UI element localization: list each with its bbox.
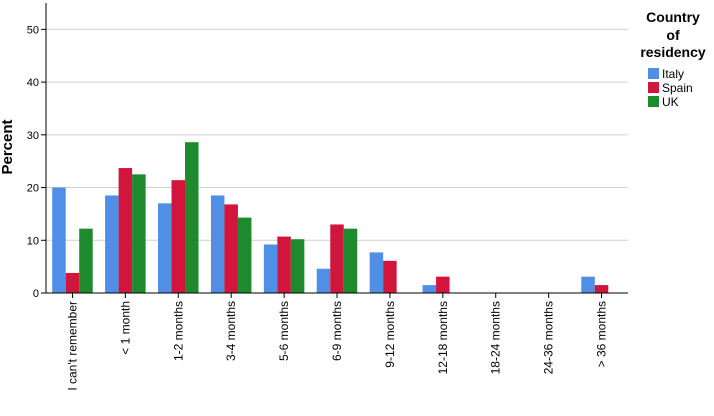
x-tick-label: > 36 months	[595, 301, 609, 367]
y-tick-label: 30	[27, 130, 39, 142]
bar-uk	[343, 228, 358, 293]
x-tick-label: 12-18 months	[436, 301, 450, 374]
bar-spain	[436, 276, 450, 293]
bar-spain	[224, 204, 238, 293]
bar-italy	[369, 252, 384, 293]
legend-title: Country	[646, 9, 700, 25]
x-axis-ticks: I can't remember < 1 month 1-2 months 3-4 m…	[65, 293, 609, 391]
y-tick-label: 10	[27, 235, 39, 247]
y-axis-ticks: 0 10 20 30 40 50	[27, 24, 46, 300]
y-tick-label: 0	[33, 288, 39, 300]
y-tick-label: 40	[27, 77, 39, 89]
bar-uk	[79, 228, 93, 293]
bar-italy	[210, 195, 225, 293]
bar-uk	[290, 239, 305, 293]
legend-label-uk: UK	[662, 95, 679, 109]
legend-label-italy: Italy	[662, 67, 684, 81]
y-tick-label: 50	[27, 24, 39, 36]
bar-spain	[118, 168, 133, 293]
bar-italy	[422, 285, 437, 293]
x-tick-label: 5-6 months	[277, 301, 291, 361]
legend-swatch-spain	[648, 82, 659, 93]
x-tick-label: 18-24 months	[489, 301, 503, 374]
legend-title: of	[666, 27, 680, 43]
bar-uk	[237, 217, 252, 293]
bar-spain	[594, 285, 609, 293]
bar-spain	[65, 272, 80, 293]
bars	[52, 142, 609, 293]
y-axis-label: Percent	[0, 119, 16, 174]
bar-spain	[277, 236, 291, 293]
x-tick-label: 24-36 months	[542, 301, 556, 374]
bar-uk	[132, 174, 146, 293]
bar-spain	[330, 224, 344, 293]
legend-swatch-uk	[648, 96, 659, 107]
bar-italy	[158, 203, 172, 293]
bar-uk	[185, 142, 199, 293]
y-tick-label: 20	[27, 183, 39, 195]
bar-italy	[263, 244, 278, 293]
x-tick-label: 9-12 months	[383, 301, 397, 368]
bar-spain	[383, 260, 397, 293]
x-tick-label: < 1 month	[118, 301, 132, 355]
bar-italy	[52, 187, 66, 293]
bar-italy	[105, 195, 119, 293]
x-tick-label: 3-4 months	[224, 301, 238, 361]
x-tick-label: I can't remember	[65, 301, 79, 391]
legend-swatch-italy	[648, 68, 659, 79]
bar-italy	[581, 276, 595, 293]
bar-italy	[316, 268, 331, 293]
legend-title: residency	[640, 44, 706, 60]
legend-label-spain: Spain	[662, 81, 693, 95]
bar-spain	[171, 180, 186, 293]
x-tick-label: 6-9 months	[330, 301, 344, 361]
x-tick-label: 1-2 months	[171, 301, 185, 361]
